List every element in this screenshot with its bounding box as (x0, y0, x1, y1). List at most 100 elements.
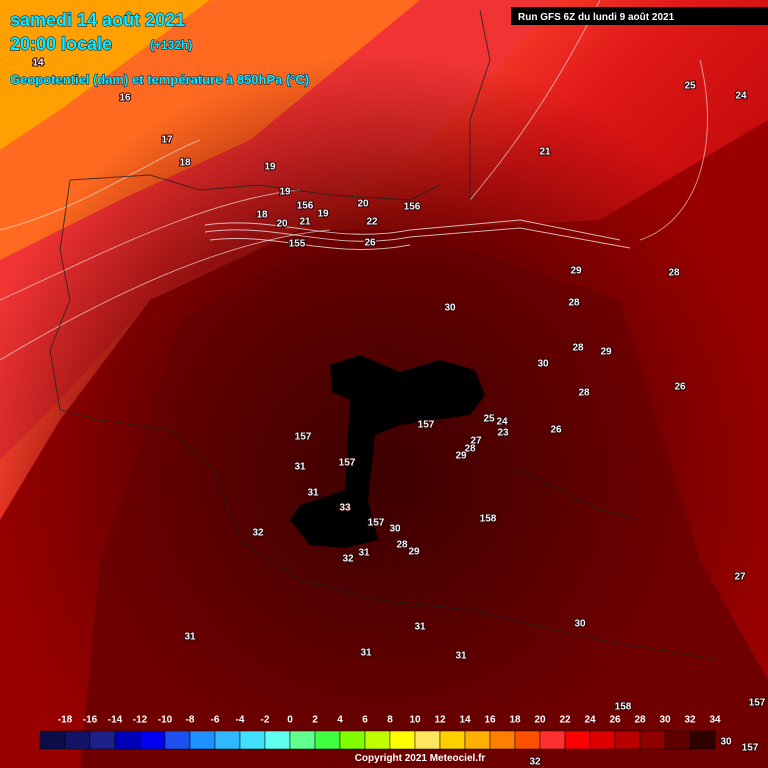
colorbar-swatch (664, 730, 691, 750)
colorbar-swatch (314, 730, 341, 750)
contour-label: 31 (294, 462, 306, 473)
colorbar-label: 24 (584, 715, 596, 726)
contour-label: 158 (615, 702, 632, 713)
colorbar-swatch (339, 730, 366, 750)
colorbar-label: 30 (659, 715, 671, 726)
contour-label: 157 (368, 518, 385, 529)
contour-label: 157 (418, 420, 435, 431)
colorbar-swatch (439, 730, 466, 750)
colorbar-swatch (639, 730, 666, 750)
contour-label: 157 (742, 743, 759, 754)
colorbar-swatch (39, 730, 66, 750)
colorbar-swatch (89, 730, 116, 750)
contour-label: 28 (578, 388, 590, 399)
contour-label: 29 (570, 266, 582, 277)
contour-label: 20 (276, 219, 288, 230)
colorbar-swatch (389, 730, 416, 750)
colorbar-swatch (539, 730, 566, 750)
contour-label: 31 (184, 632, 196, 643)
contour-label: 30 (537, 359, 549, 370)
contour-label: 157 (749, 698, 766, 709)
colorbar-swatch (514, 730, 541, 750)
colorbar-label: 12 (434, 715, 446, 726)
contour-label: 28 (464, 444, 476, 455)
colorbar-swatch (489, 730, 516, 750)
subtitle: Geopotentiel (dam) et température à 850h… (10, 72, 309, 87)
colorbar-swatch (689, 730, 716, 750)
run-box (511, 7, 768, 25)
contour-label: 31 (358, 548, 370, 559)
contour-label: 25 (684, 81, 696, 92)
isoline (204, 219, 631, 250)
contour-label: 19 (279, 187, 291, 198)
colorbar-swatch (64, 730, 91, 750)
contour-label: 157 (295, 432, 312, 443)
contour-label: 32 (342, 554, 354, 565)
contour-label: 26 (364, 238, 376, 249)
contour-label: 18 (179, 158, 191, 169)
colorbar-swatch (164, 730, 191, 750)
contour-label: 19 (317, 209, 329, 220)
contour-label: 158 (480, 514, 497, 525)
colorbar-swatch (239, 730, 266, 750)
colorbar-swatch (414, 730, 441, 750)
colorbar-swatch (564, 730, 591, 750)
contour-label: 26 (550, 425, 562, 436)
colorbar-label: 8 (387, 715, 393, 726)
date: samedi 14 août 2021 (10, 10, 185, 30)
colorbar-swatch (289, 730, 316, 750)
contour-label: 31 (455, 651, 467, 662)
contour-label: 30 (389, 524, 401, 535)
colorbar-label: -8 (186, 715, 195, 726)
contour-label: 19 (264, 162, 276, 173)
contour-label: 20 (357, 199, 369, 210)
colorbar-label: -16 (83, 715, 98, 726)
contour-label: 30 (574, 619, 586, 630)
colorbar-label: 34 (709, 715, 721, 726)
colorbar-label: 28 (634, 715, 646, 726)
contour-label: 32 (252, 528, 264, 539)
isoline (0, 0, 708, 361)
contour-label: 155 (289, 239, 306, 250)
contour-label: 28 (568, 298, 580, 309)
contour-label: 157 (339, 458, 356, 469)
colorbar-label: 22 (559, 715, 571, 726)
contour-label: 29 (455, 451, 467, 462)
colorbar-label: -14 (108, 715, 123, 726)
contour-label: 21 (299, 217, 311, 228)
contour-label: 28 (396, 540, 408, 551)
contour-label: 31 (414, 622, 426, 633)
colorbar-swatch (589, 730, 616, 750)
colorbar-label: 16 (484, 715, 496, 726)
colorbar-label: 6 (362, 715, 368, 726)
contour-label: 22 (366, 217, 378, 228)
colorbar-swatch (189, 730, 216, 750)
colorbar-label: 32 (684, 715, 696, 726)
colorbar-label: -2 (261, 715, 270, 726)
contour-label: 24 (735, 91, 747, 102)
colorbar-label: -10 (158, 715, 173, 726)
contour-label: 26 (674, 382, 686, 393)
contour-label: 31 (307, 488, 319, 499)
colorbar-label: -4 (236, 715, 245, 726)
contour-label: 23 (497, 428, 509, 439)
colorbar-label: 0 (287, 715, 293, 726)
colorbar-label: 14 (459, 715, 471, 726)
contour-label: 156 (297, 201, 314, 212)
local-time: 20:00 locale (10, 34, 112, 54)
colorbar-swatch (264, 730, 291, 750)
coastline (49, 9, 721, 661)
colorbar-swatch (214, 730, 241, 750)
colorbar-swatch (614, 730, 641, 750)
contour-label: 27 (734, 572, 746, 583)
contour-label: 17 (161, 135, 173, 146)
colorbar-label: -12 (133, 715, 148, 726)
colorbar-label: 20 (534, 715, 546, 726)
colorbar-label: -18 (58, 715, 73, 726)
contour-label: 24 (496, 417, 508, 428)
extreme-zone (290, 355, 485, 548)
colorbar-label: 10 (409, 715, 421, 726)
contour-label: 16 (119, 93, 131, 104)
contour-label: 156 (404, 202, 421, 213)
